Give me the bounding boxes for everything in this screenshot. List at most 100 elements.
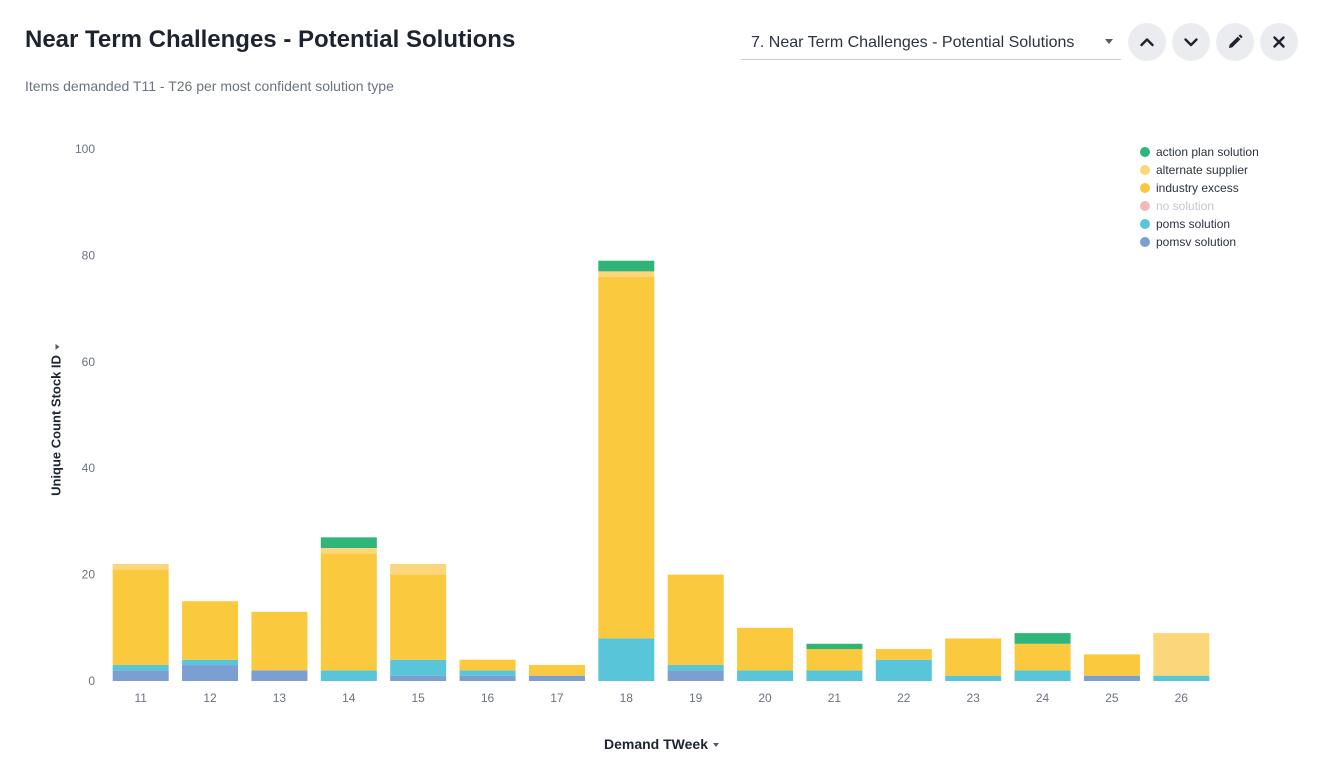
legend-swatch [1140, 165, 1150, 175]
chart-selector-value: 7. Near Term Challenges - Potential Solu… [751, 34, 1075, 51]
page-subtitle: Items demanded T11 - T26 per most confid… [25, 78, 394, 94]
caret-down-icon [55, 344, 60, 351]
x-tick-label: 25 [1105, 691, 1119, 705]
legend-label: action plan solution [1156, 145, 1259, 159]
bar-segment-poms-solution-11[interactable] [112, 665, 169, 671]
y-tick-label: 20 [82, 568, 96, 582]
y-tick-label: 0 [88, 674, 95, 688]
chart-legend: action plan solution alternate supplier in… [1140, 143, 1259, 251]
legend-label: industry excess [1156, 181, 1239, 195]
x-tick-label: 22 [897, 691, 911, 705]
x-tick-label: 19 [689, 691, 703, 705]
bar-segment-pomsv-solution-25[interactable] [1083, 675, 1140, 681]
bar-segment-alternate-supplier-14[interactable] [320, 548, 377, 554]
bar-segment-industry-excess-12[interactable] [182, 601, 239, 660]
bar-segment-poms-solution-22[interactable] [875, 659, 932, 681]
bar-segment-poms-solution-15[interactable] [390, 659, 447, 676]
bar-segment-alternate-supplier-18[interactable] [598, 271, 655, 277]
x-tick-label: 24 [1036, 691, 1050, 705]
next-chart-button[interactable] [1172, 23, 1210, 61]
bar-segment-pomsv-solution-12[interactable] [182, 665, 239, 681]
bar-segment-industry-excess-24[interactable] [1014, 643, 1071, 671]
bar-segment-action-plan-solution-14[interactable] [320, 537, 377, 548]
edit-button[interactable] [1216, 23, 1254, 61]
bar-segment-action-plan-solution-21[interactable] [806, 643, 863, 650]
legend-item-action-plan-solution[interactable]: action plan solution [1140, 143, 1259, 161]
bar-segment-industry-excess-25[interactable] [1083, 654, 1140, 676]
bar-segment-industry-excess-13[interactable] [251, 611, 308, 671]
bar-segment-poms-solution-26[interactable] [1153, 675, 1210, 681]
previous-chart-button[interactable] [1128, 23, 1166, 61]
legend-item-poms-solution[interactable]: poms solution [1140, 215, 1259, 233]
caret-down-icon [713, 743, 719, 748]
x-tick-label: 23 [967, 691, 981, 705]
bar-segment-industry-excess-16[interactable] [459, 659, 516, 671]
legend-swatch [1140, 201, 1150, 211]
chevron-up-icon [1140, 38, 1154, 47]
y-tick-label: 60 [82, 355, 96, 369]
bar-segment-industry-excess-14[interactable] [320, 553, 377, 671]
bar-segment-pomsv-solution-19[interactable] [667, 670, 724, 681]
bar-segment-poms-solution-19[interactable] [667, 665, 724, 671]
y-tick-label: 40 [82, 461, 96, 475]
bar-segment-industry-excess-18[interactable] [598, 276, 655, 639]
bar-segment-alternate-supplier-11[interactable] [112, 563, 169, 570]
x-tick-label: 20 [758, 691, 772, 705]
bar-segment-poms-solution-14[interactable] [320, 670, 377, 681]
x-axis-label[interactable]: Demand TWeek [604, 736, 719, 752]
legend-label: pomsv solution [1156, 235, 1237, 249]
bar-segment-industry-excess-15[interactable] [390, 574, 447, 660]
y-axis-label[interactable]: Unique Count Stock ID [49, 344, 64, 496]
chart-selector-dropdown[interactable]: 7. Near Term Challenges - Potential Solu… [741, 22, 1121, 60]
legend-label: no solution [1156, 199, 1215, 213]
bar-segment-industry-excess-21[interactable] [806, 649, 863, 671]
bar-segment-alternate-supplier-15[interactable] [390, 563, 447, 575]
bar-segment-alternate-supplier-26[interactable] [1153, 633, 1210, 676]
bar-segment-poms-solution-12[interactable] [182, 659, 239, 666]
y-tick-label: 80 [82, 248, 96, 262]
x-tick-label: 18 [620, 691, 634, 705]
pencil-icon [1229, 34, 1243, 48]
bar-segment-poms-solution-16[interactable] [459, 670, 516, 676]
bar-segment-pomsv-solution-13[interactable] [251, 670, 308, 681]
legend-item-pomsv-solution[interactable]: pomsv solution [1140, 233, 1259, 251]
bar-segment-poms-solution-24[interactable] [1014, 670, 1071, 681]
x-tick-label: 11 [134, 691, 147, 705]
x-tick-label: 13 [273, 691, 287, 705]
legend-swatch [1140, 219, 1150, 229]
bar-segment-pomsv-solution-15[interactable] [390, 675, 447, 681]
legend-swatch [1140, 183, 1150, 193]
x-tick-label: 17 [550, 691, 564, 705]
bar-segment-industry-excess-22[interactable] [875, 649, 932, 660]
legend-item-industry-excess[interactable]: industry excess [1140, 179, 1259, 197]
close-icon [1273, 36, 1285, 48]
bar-segment-pomsv-solution-17[interactable] [528, 675, 585, 681]
bar-segment-industry-excess-17[interactable] [528, 665, 585, 676]
bar-segment-industry-excess-19[interactable] [667, 574, 724, 666]
caret-down-icon [1105, 39, 1113, 44]
bar-segment-pomsv-solution-16[interactable] [459, 675, 516, 681]
x-tick-label: 15 [412, 691, 426, 705]
bar-segment-action-plan-solution-24[interactable] [1014, 633, 1071, 644]
bar-segment-poms-solution-23[interactable] [945, 675, 1002, 681]
x-tick-label: 16 [481, 691, 495, 705]
legend-item-alternate-supplier[interactable]: alternate supplier [1140, 161, 1259, 179]
y-tick-label: 100 [75, 142, 95, 156]
legend-item-no-solution[interactable]: no solution [1140, 197, 1259, 215]
bar-segment-action-plan-solution-18[interactable] [598, 260, 655, 272]
page-title: Near Term Challenges - Potential Solutio… [25, 26, 516, 53]
bar-segment-industry-excess-23[interactable] [945, 638, 1002, 676]
x-tick-label: 14 [342, 691, 356, 705]
bar-segment-poms-solution-18[interactable] [598, 638, 655, 681]
legend-swatch [1140, 237, 1150, 247]
bar-segment-poms-solution-21[interactable] [806, 670, 863, 681]
legend-label: alternate supplier [1156, 163, 1249, 177]
x-tick-label: 21 [828, 691, 842, 705]
close-button[interactable] [1260, 23, 1298, 61]
bar-segment-industry-excess-20[interactable] [737, 627, 794, 671]
bar-segment-poms-solution-20[interactable] [737, 670, 794, 681]
legend-swatch [1140, 147, 1150, 157]
bar-segment-pomsv-solution-11[interactable] [112, 670, 169, 681]
bar-segment-industry-excess-11[interactable] [112, 569, 169, 666]
